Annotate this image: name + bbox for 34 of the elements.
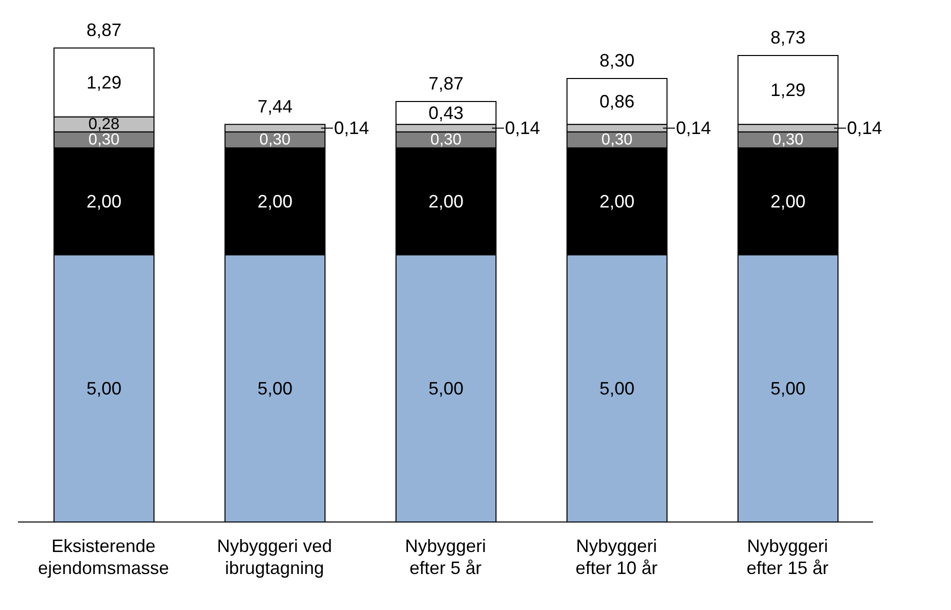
data-label: 2,00 <box>599 191 635 212</box>
data-label: 1,29 <box>86 72 122 92</box>
x-tick-label: Nybyggeri ved ibrugtagning <box>216 536 332 578</box>
data-label: 0,30 <box>772 131 804 148</box>
data-label: 5,00 <box>770 378 806 398</box>
data-label: 2,00 <box>770 191 806 212</box>
data-label: 0,14 <box>505 118 540 138</box>
data-label: 0,28 <box>88 116 120 133</box>
data-label: 0,30 <box>88 131 120 148</box>
data-label: 0,14 <box>847 118 882 138</box>
x-tick-label: Nybyggeri efter 5 år <box>404 536 486 578</box>
data-label: 0,43 <box>428 102 464 123</box>
data-label: 1,29 <box>770 80 806 100</box>
data-label: 0,14 <box>676 118 712 138</box>
data-label: 2,00 <box>86 191 122 212</box>
total-label: 8,30 <box>599 50 635 70</box>
total-label: 7,44 <box>257 96 293 116</box>
data-label: 2,00 <box>257 191 293 212</box>
data-label: 0,14 <box>334 118 370 138</box>
data-label: 2,00 <box>428 191 464 212</box>
data-label: 5,00 <box>599 378 635 398</box>
x-tick-label: Eksisterende ejendomsmasse <box>38 536 170 578</box>
data-label: 0,86 <box>599 91 635 112</box>
data-label: 0,30 <box>259 131 291 148</box>
total-label: 7,87 <box>428 73 464 94</box>
data-label: 0,30 <box>430 131 462 148</box>
data-label: 5,00 <box>428 378 464 398</box>
total-label: 8,87 <box>86 20 122 40</box>
data-label: 5,00 <box>86 378 122 398</box>
data-label: 5,00 <box>257 378 293 398</box>
x-tick-label: Nybyggeri efter 15 år <box>746 536 829 578</box>
data-label: 0,30 <box>601 131 633 148</box>
x-tick-label: Nybyggeri efter 10 år <box>575 536 658 578</box>
total-label: 8,73 <box>770 27 806 48</box>
